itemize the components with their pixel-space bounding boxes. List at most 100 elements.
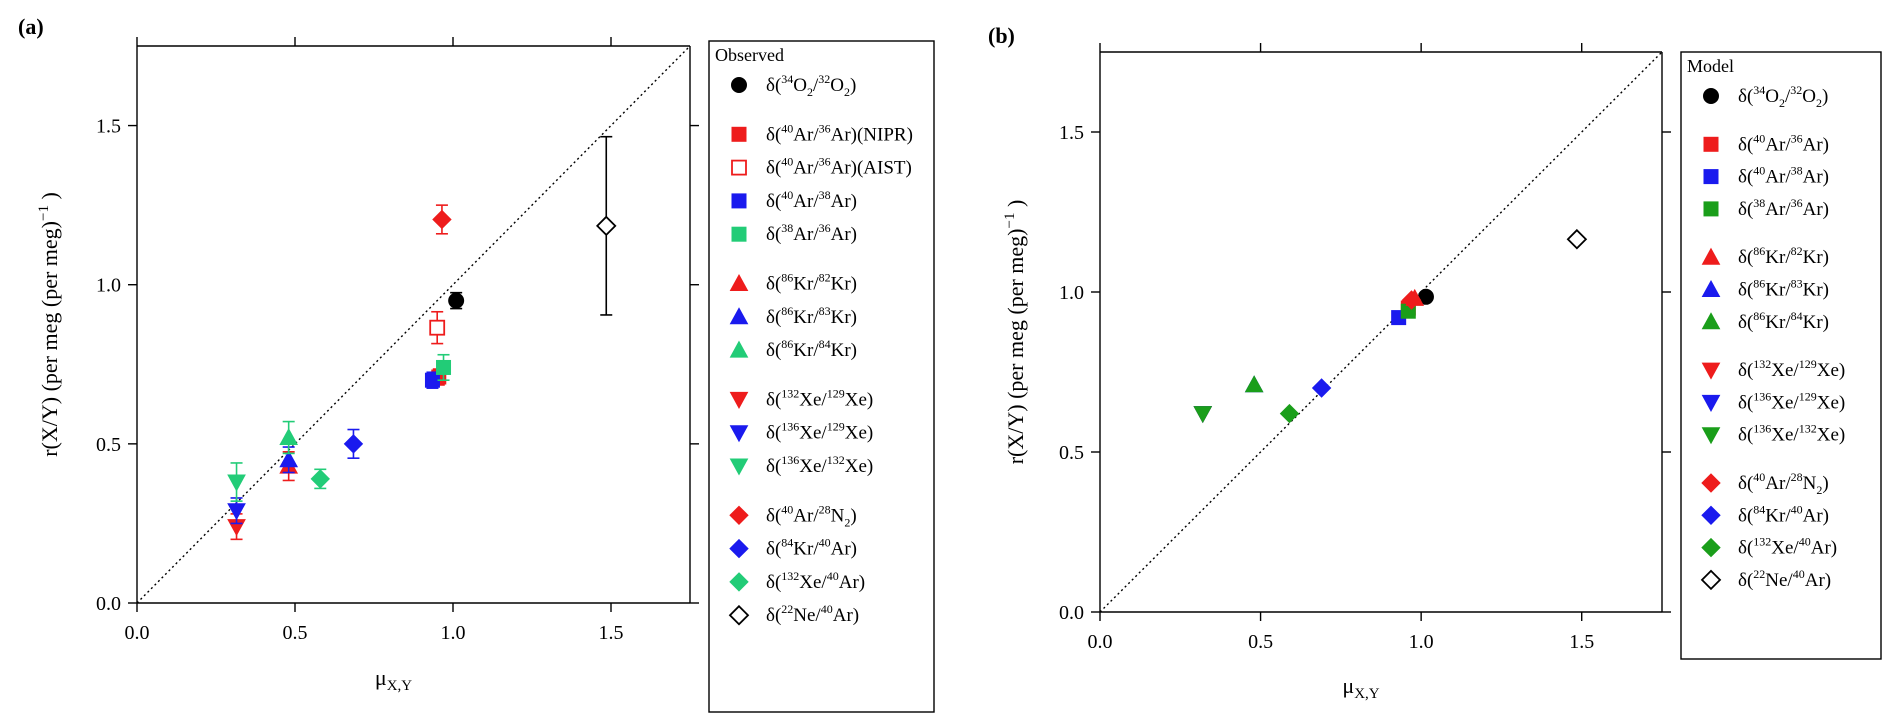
legend-label-part: Ar) [1811, 538, 1837, 559]
legend-label-part: 38 [1753, 196, 1765, 210]
legend-marker [729, 458, 749, 476]
legend-label-part: Ar/ [793, 158, 819, 179]
legend-label-part: Kr/ [1765, 505, 1791, 526]
legend-label-part: δ( [1738, 392, 1753, 413]
legend-label-part: 40 [1753, 470, 1765, 484]
legend-label-part: 129 [1799, 389, 1817, 403]
data-point [227, 474, 246, 492]
y-tick-label: 0.0 [1059, 602, 1084, 624]
legend-label-part: 32 [818, 72, 830, 86]
legend-marker [731, 193, 747, 209]
legend-label-part: 132 [827, 453, 845, 467]
legend-label-part: / [1785, 86, 1791, 107]
y-tick-label: 0.0 [96, 593, 121, 615]
legend-label-part: 2 [844, 85, 850, 99]
legend-label-part: δ( [766, 75, 781, 96]
legend-marker [731, 77, 747, 93]
legend-label-part: 136 [781, 453, 799, 467]
legend-label-part: δ( [766, 505, 781, 526]
legend-label: δ(40Ar/38Ar) [766, 188, 857, 212]
legend-label-part: 40 [1793, 567, 1805, 581]
legend-label-part: 22 [781, 602, 793, 616]
legend-marker [1701, 362, 1721, 380]
legend-label: δ(86Kr/84Kr) [1738, 309, 1829, 333]
legend-label-part: ) [1822, 86, 1828, 107]
legend-label-part: ) [1822, 473, 1828, 494]
legend-label-part: N [1803, 473, 1817, 494]
one-to-one-line [136, 45, 691, 604]
legend-marker [1703, 88, 1719, 104]
legend-label-part: 86 [1753, 244, 1765, 258]
legend-label-part: Xe) [1817, 425, 1845, 446]
legend-label-part: Kr/ [793, 307, 819, 328]
legend-label-part: 84 [1753, 502, 1765, 516]
data-point [1566, 228, 1588, 250]
legend-label-part: δ( [766, 456, 781, 477]
legend-label: δ(86Kr/83Kr) [1738, 277, 1829, 301]
legend-label-part: 136 [1753, 389, 1771, 403]
y-label-end: ) [37, 192, 62, 205]
legend-label-part: 34 [781, 72, 793, 86]
legend-marker [729, 538, 749, 559]
legend-label: δ(86Kr/83Kr) [766, 304, 857, 328]
legend-label-part: Kr) [831, 340, 857, 361]
data-point [429, 319, 446, 336]
legend-label: δ(86Kr/84Kr) [766, 337, 857, 361]
legend-label-part: 40 [1753, 131, 1765, 145]
legend-label-part: δ( [1738, 360, 1753, 381]
legend-label-part: Kr/ [1765, 312, 1791, 333]
legend-label: δ(40Ar/28N2) [1738, 470, 1829, 497]
legend-label-part: Kr) [1803, 280, 1829, 301]
legend-label: δ(34O2/32O2) [1738, 83, 1828, 110]
legend-label-part: Ar) [833, 605, 859, 626]
y-label-sup: −1 [1002, 213, 1018, 229]
legend-label-part: δ( [766, 605, 781, 626]
legend-label-part: 132 [781, 386, 799, 400]
x-tick-label: 1.0 [1409, 631, 1434, 653]
legend-label-part: 40 [821, 602, 833, 616]
legend-marker [731, 159, 747, 176]
legend-marker [728, 604, 750, 626]
legend-label-part: δ( [1738, 425, 1753, 446]
x-axis-label: μX,Y [1342, 673, 1379, 702]
legend-label-part: 82 [1791, 244, 1803, 258]
legend-label-part: δ( [1738, 86, 1753, 107]
y-tick-label: 0.5 [96, 434, 121, 456]
legend-marker [729, 307, 749, 325]
legend-marker [1701, 279, 1721, 297]
legend-label: δ(136Xe/129Xe) [766, 420, 873, 444]
legend-label-part: δ( [766, 274, 781, 295]
legend-marker [729, 505, 749, 526]
legend-title: Observed [715, 45, 784, 65]
legend-label-part: Ar) [831, 191, 857, 212]
legend-label-part: Ar) [831, 224, 857, 245]
y-label-main: r(X/Y) (per meg (per meg) [1003, 229, 1028, 465]
data-point [1193, 406, 1213, 424]
legend-label-part: Kr/ [793, 274, 819, 295]
legend-label-part: δ( [1738, 167, 1753, 188]
legend-label-part: Xe/ [1771, 425, 1799, 446]
legend-box [708, 40, 935, 713]
legend-label: δ(40Ar/38Ar) [1738, 164, 1829, 188]
legend-label-part: Xe/ [1771, 360, 1799, 381]
legend-label-part: δ( [766, 539, 781, 560]
data-point [279, 450, 299, 468]
legend-label-part: Ar) [1803, 167, 1829, 188]
legend-marker [1700, 569, 1722, 591]
x-tick-label: 1.5 [1569, 631, 1594, 653]
panel-a: (a) 0.0 0.5 1.0 1.5 0.0 0.5 1.0 1.5 μX,Y r(X/Y) (p… [18, 14, 935, 713]
legend-label-part: Xe/ [799, 456, 827, 477]
legend-marker [729, 425, 749, 443]
legend-label: δ(86Kr/82Kr) [1738, 244, 1829, 268]
x-tick-label: 1.0 [441, 622, 466, 644]
legend-label-part: 2 [1816, 483, 1822, 497]
legend-marker [1703, 169, 1719, 185]
data-point [436, 359, 452, 375]
legend-label-part: δ( [766, 572, 781, 593]
legend-marker [729, 273, 749, 291]
legend-label-part: Ar) [831, 539, 857, 560]
legend-label-part: Xe/ [1771, 538, 1799, 559]
legend-label: δ(132Xe/40Ar) [766, 569, 865, 593]
legend-label: δ(132Xe/40Ar) [1738, 535, 1837, 559]
legend-label-part: Xe) [1817, 360, 1845, 381]
